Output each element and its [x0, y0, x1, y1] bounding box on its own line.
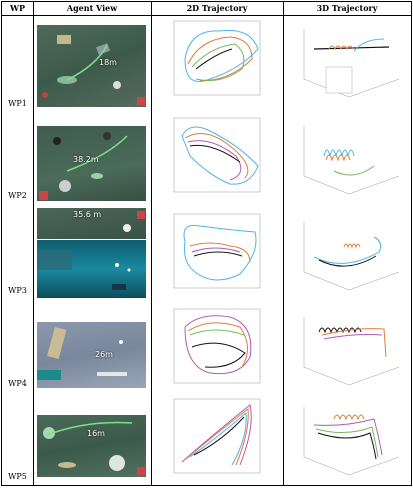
- legend-box: [325, 66, 353, 94]
- trajectory-2d-wp4: [173, 308, 261, 384]
- agent-view-image: 16m: [37, 415, 146, 477]
- header-2d-trajectory: 2D Trajectory: [186, 3, 248, 13]
- trajectory-2d-wp2: [173, 117, 261, 193]
- wp-label: WP4: [8, 379, 27, 388]
- underwater-scene: [37, 326, 127, 380]
- column-divider: [33, 2, 34, 485]
- agent-view-image: 38.2m: [37, 126, 146, 201]
- distance-label: 38.2m: [73, 155, 99, 164]
- trajectory-2d-wp1: [173, 20, 261, 96]
- wp-label: WP2: [8, 191, 27, 200]
- wp-label: WP5: [8, 472, 27, 481]
- underwater-scene: [43, 421, 145, 475]
- trajectory-3d-wp1: [303, 29, 400, 98]
- underwater-scene: [123, 211, 145, 232]
- header-wp: WP: [10, 3, 25, 13]
- column-divider: [283, 2, 284, 485]
- agent-view-image-bottom: [37, 240, 146, 298]
- agent-view-image: 26m: [37, 322, 146, 388]
- underwater-scene: [39, 132, 128, 200]
- distance-label: 16m: [87, 429, 105, 438]
- header-divider: [2, 15, 411, 16]
- header-agent-view: Agent View: [66, 3, 118, 13]
- wp-label: WP1: [8, 99, 27, 108]
- trajectory-3d-wp4: [303, 317, 400, 386]
- column-divider: [151, 2, 152, 485]
- agent-view-image-top: 35.6 m: [37, 208, 146, 239]
- underwater-scene: [42, 35, 145, 105]
- distance-label: 26m: [95, 350, 113, 359]
- underwater-scene: [37, 250, 131, 290]
- trajectory-2d-wp5: [173, 398, 261, 474]
- trajectory-3d-wp3: [303, 222, 400, 291]
- agent-view-image: 18m: [37, 25, 146, 107]
- trajectory-3d-wp5: [303, 407, 400, 476]
- distance-label: 18m: [99, 58, 117, 67]
- wp-label: WP3: [8, 286, 27, 295]
- trajectory-2d-wp3: [173, 213, 261, 289]
- trajectory-3d-wp2: [303, 126, 400, 195]
- distance-label: 35.6 m: [73, 210, 102, 219]
- header-3d-trajectory: 3D Trajectory: [316, 3, 378, 13]
